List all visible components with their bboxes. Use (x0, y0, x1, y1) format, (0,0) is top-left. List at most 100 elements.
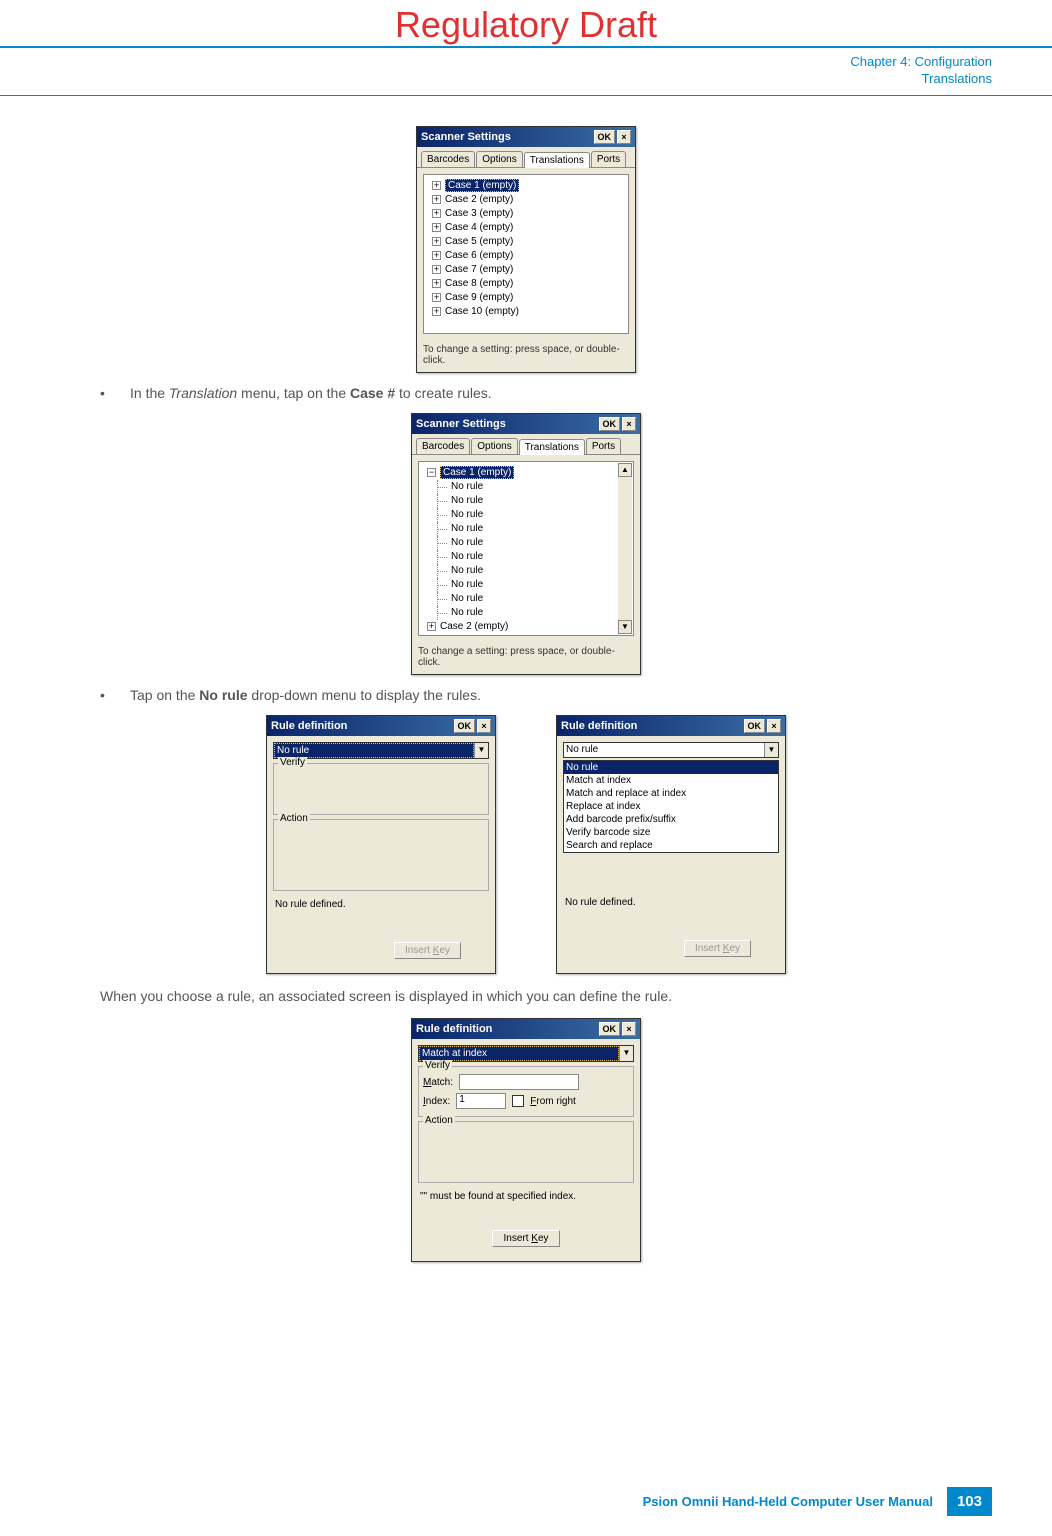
rule-dropdown[interactable]: No rule ▼ (563, 742, 779, 758)
action-fieldset: Action (273, 819, 489, 891)
dropdown-option[interactable]: Match and replace at index (564, 787, 778, 800)
titlebar: Rule definition OK × (557, 716, 785, 736)
ok-button[interactable]: OK (744, 719, 766, 733)
tree-item[interactable]: −Case 1 (empty) (423, 466, 629, 480)
match-label: Match: (423, 1077, 453, 1088)
verify-fieldset: Verify (273, 763, 489, 815)
tab-barcodes[interactable]: Barcodes (416, 438, 470, 454)
tab-ports[interactable]: Ports (586, 438, 621, 454)
tab-options[interactable]: Options (476, 151, 522, 167)
expand-icon[interactable]: + (432, 237, 441, 246)
tree-child[interactable]: No rule (423, 522, 629, 536)
close-button[interactable]: × (617, 130, 631, 144)
dropdown-option[interactable]: Search and replace (564, 839, 778, 852)
tree-child[interactable]: No rule (423, 592, 629, 606)
action-fieldset: Action (418, 1121, 634, 1183)
dropdown-option[interactable]: No rule (564, 761, 778, 774)
tree-item[interactable]: +Case 5 (empty) (428, 235, 624, 249)
tree-child[interactable]: No rule (423, 480, 629, 494)
tab-translations[interactable]: Translations (524, 152, 590, 168)
dropdown-option[interactable]: Verify barcode size (564, 826, 778, 839)
ok-button[interactable]: OK (454, 719, 476, 733)
expand-icon[interactable]: + (432, 307, 441, 316)
header-line1: Chapter 4: Configuration (850, 54, 992, 71)
dropdown-option[interactable]: Replace at index (564, 800, 778, 813)
tree-child[interactable]: No rule (423, 508, 629, 522)
tree-child[interactable]: No rule (423, 564, 629, 578)
bullet-icon: • (100, 687, 130, 703)
tree-item[interactable]: +Case 8 (empty) (428, 277, 624, 291)
tree-item[interactable]: +Case 3 (empty) (428, 207, 624, 221)
close-button[interactable]: × (622, 1022, 636, 1036)
tab-ports[interactable]: Ports (591, 151, 626, 167)
tree-child[interactable]: No rule (423, 578, 629, 592)
hint-text: To change a setting: press space, or dou… (417, 340, 635, 372)
tree-child[interactable]: No rule (423, 536, 629, 550)
dropdown-option[interactable]: Add barcode prefix/suffix (564, 813, 778, 826)
expand-icon[interactable]: + (432, 251, 441, 260)
chevron-down-icon[interactable]: ▼ (474, 743, 488, 758)
index-input[interactable]: 1 (456, 1093, 506, 1109)
hint-text: To change a setting: press space, or dou… (412, 642, 640, 674)
tree-list[interactable]: ▲ ▼ −Case 1 (empty) No rule No rule No r… (418, 461, 634, 636)
tree-item[interactable]: +Case 10 (empty) (428, 305, 624, 319)
expand-icon[interactable]: + (432, 209, 441, 218)
bullet-icon: • (100, 385, 130, 401)
title-text: Scanner Settings (421, 131, 511, 143)
insert-key-button[interactable]: Insert Key (492, 1230, 559, 1247)
tree-item[interactable]: +Case 7 (empty) (428, 263, 624, 277)
expand-icon[interactable]: + (432, 293, 441, 302)
scroll-up-icon[interactable]: ▲ (618, 463, 632, 477)
scanner-settings-dialog-2: Scanner Settings OK × Barcodes Options T… (411, 413, 641, 675)
expand-icon[interactable]: + (432, 181, 441, 190)
tree-item[interactable]: +Case 9 (empty) (428, 291, 624, 305)
tab-translations[interactable]: Translations (519, 439, 585, 455)
close-button[interactable]: × (477, 719, 491, 733)
chevron-down-icon[interactable]: ▼ (764, 743, 778, 757)
tab-options[interactable]: Options (471, 438, 517, 454)
tree-item[interactable]: +Case 2 (empty) (428, 193, 624, 207)
tree-item[interactable]: +Case 2 (empty) (423, 620, 629, 634)
bullet-1: • In the Translation menu, tap on the Ca… (100, 385, 952, 401)
title-text: Rule definition (271, 720, 347, 732)
expand-icon[interactable]: + (432, 265, 441, 274)
dropdown-option[interactable]: Match at index (564, 774, 778, 787)
ok-button[interactable]: OK (594, 130, 616, 144)
expand-icon[interactable]: + (432, 279, 441, 288)
tree-item[interactable]: +Case 1 (empty) (428, 179, 624, 193)
tree-child[interactable]: No rule (423, 550, 629, 564)
tab-barcodes[interactable]: Barcodes (421, 151, 475, 167)
paragraph: When you choose a rule, an associated sc… (100, 988, 992, 1004)
close-button[interactable]: × (767, 719, 781, 733)
chevron-down-icon[interactable]: ▼ (619, 1046, 633, 1061)
insert-key-button[interactable]: Insert Key (684, 940, 751, 957)
expand-icon[interactable]: + (432, 223, 441, 232)
scroll-down-icon[interactable]: ▼ (618, 620, 632, 634)
page-number: 103 (947, 1487, 992, 1516)
match-input[interactable] (459, 1074, 579, 1090)
title-text: Rule definition (561, 720, 637, 732)
expand-icon[interactable]: + (427, 622, 436, 631)
rule-definition-dialog-match: Rule definition OK × Match at index ▼ Ve… (411, 1018, 641, 1262)
tree-child[interactable]: No rule (423, 606, 629, 620)
title-text: Scanner Settings (416, 418, 506, 430)
expand-icon[interactable]: + (432, 195, 441, 204)
tree-item[interactable]: +Case 6 (empty) (428, 249, 624, 263)
status-text: No rule defined. (271, 895, 491, 914)
footer-text: Psion Omnii Hand-Held Computer User Manu… (643, 1494, 933, 1509)
collapse-icon[interactable]: − (427, 468, 436, 477)
from-right-label: From right (530, 1096, 576, 1107)
header-line2: Translations (850, 71, 992, 88)
from-right-checkbox[interactable] (512, 1095, 524, 1107)
ok-button[interactable]: OK (599, 1022, 621, 1036)
titlebar: Rule definition OK × (267, 716, 495, 736)
content: Scanner Settings OK × Barcodes Options T… (0, 96, 1052, 1262)
close-button[interactable]: × (622, 417, 636, 431)
insert-key-button[interactable]: Insert Key (394, 942, 461, 959)
bullet-2: • Tap on the No rule drop-down menu to d… (100, 687, 952, 703)
dropdown-list[interactable]: No rule Match at index Match and replace… (563, 760, 779, 853)
tree-item[interactable]: +Case 4 (empty) (428, 221, 624, 235)
tree-child[interactable]: No rule (423, 494, 629, 508)
tree-list[interactable]: +Case 1 (empty) +Case 2 (empty) +Case 3 … (423, 174, 629, 334)
ok-button[interactable]: OK (599, 417, 621, 431)
